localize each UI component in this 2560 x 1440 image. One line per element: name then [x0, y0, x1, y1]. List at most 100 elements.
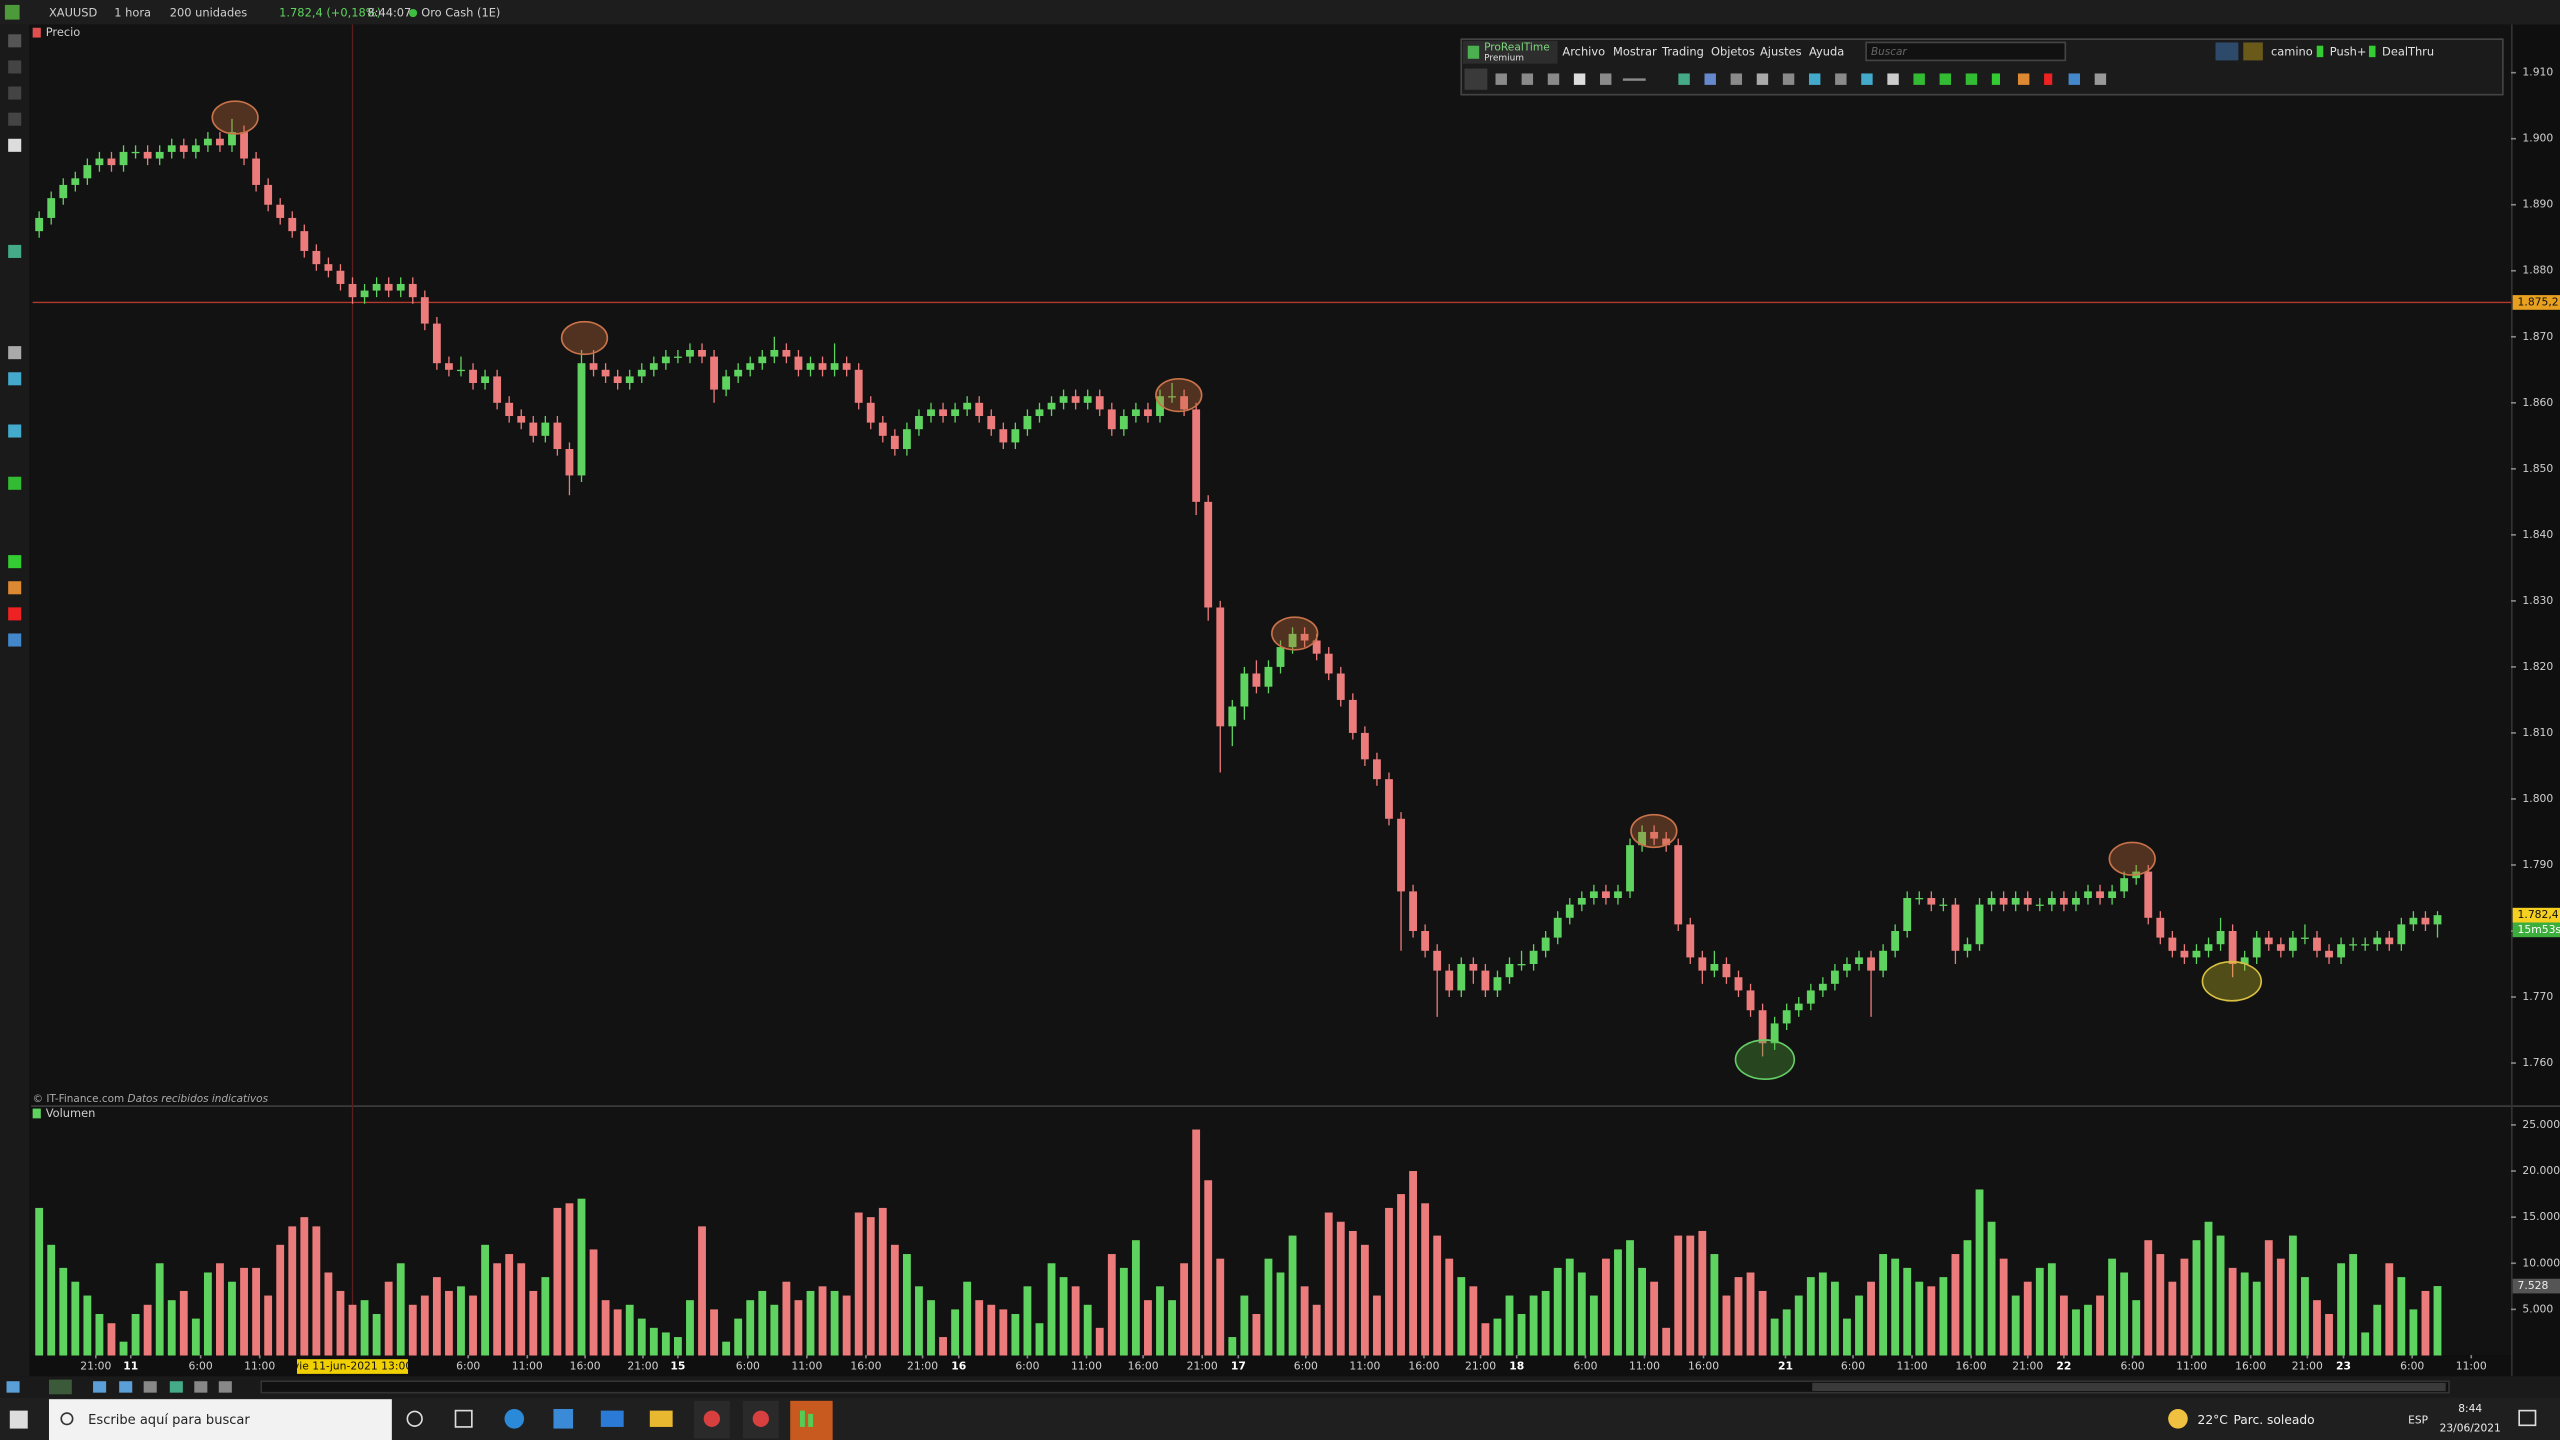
candle-body [264, 184, 273, 205]
button[interactable] [48, 1379, 72, 1395]
tool-button[interactable] [1965, 73, 1978, 85]
push-button[interactable]: Push+ [2330, 45, 2367, 59]
tool-button[interactable] [2017, 73, 2030, 85]
tool-button[interactable] [1622, 78, 1646, 81]
candle-body [191, 145, 200, 152]
button[interactable] [218, 1381, 232, 1393]
tool[interactable] [8, 138, 22, 152]
tool-button[interactable] [2094, 73, 2107, 85]
tool-button[interactable] [2044, 73, 2053, 85]
tool[interactable] [8, 60, 22, 74]
volume-bar [661, 1332, 670, 1356]
tool-button[interactable] [2068, 73, 2080, 85]
taskbar-search[interactable] [48, 1399, 392, 1440]
tool[interactable] [8, 112, 22, 126]
notifications[interactable] [2518, 1409, 2537, 1427]
ellipse-annotation[interactable] [1630, 813, 1678, 849]
button[interactable] [93, 1381, 107, 1393]
button[interactable] [169, 1381, 183, 1393]
tool-button[interactable] [1861, 73, 1873, 85]
button[interactable] [2243, 42, 2263, 61]
tool-button[interactable] [1547, 73, 1560, 85]
tool[interactable] [8, 34, 22, 48]
y-tick-label: 1.770 [2522, 990, 2553, 1003]
tool[interactable] [8, 633, 22, 647]
app[interactable] [504, 1408, 525, 1429]
language[interactable]: ESP [2408, 1413, 2428, 1426]
timeframe[interactable]: 1 hora [114, 6, 151, 20]
app[interactable] [553, 1408, 574, 1429]
symbol[interactable]: XAUUSD [49, 6, 98, 20]
start-button[interactable] [9, 1410, 28, 1429]
volume-bar [2156, 1254, 2165, 1356]
taskbar-date[interactable]: 23/06/2021 [2440, 1422, 2501, 1435]
tool-button[interactable] [1991, 73, 2000, 85]
button[interactable] [143, 1381, 157, 1393]
button[interactable] [6, 1381, 20, 1393]
ellipse-annotation[interactable] [1155, 377, 1203, 413]
menu-item[interactable]: Mostrar [1613, 45, 1657, 59]
tool-button[interactable] [1464, 68, 1488, 90]
menu-item[interactable]: Ayuda [1809, 45, 1844, 59]
scrollbar[interactable] [260, 1380, 2450, 1394]
units[interactable]: 200 unidades [170, 6, 248, 20]
tool-button[interactable] [1730, 73, 1743, 85]
ellipse-annotation[interactable] [1271, 616, 1319, 651]
menu-item[interactable]: Archivo [1562, 45, 1605, 59]
weather-icon [2168, 1408, 2188, 1429]
tool-button[interactable] [1600, 73, 1612, 85]
workspace[interactable]: camino [2271, 45, 2313, 59]
candle-body [553, 422, 562, 450]
tool-button[interactable] [1913, 73, 1925, 85]
menu-item[interactable]: Trading [1661, 45, 1704, 59]
tool-button[interactable] [1808, 73, 1821, 85]
tool-button[interactable] [1521, 73, 1534, 85]
tool-button[interactable] [1573, 73, 1586, 85]
app[interactable] [406, 1410, 423, 1427]
button[interactable] [2215, 42, 2239, 61]
app[interactable] [649, 1410, 673, 1427]
menu-item[interactable]: Ajustes [1760, 45, 1802, 59]
search-box[interactable] [1865, 41, 2067, 62]
app[interactable] [600, 1410, 624, 1427]
ellipse-annotation[interactable] [2108, 841, 2156, 876]
tool-button[interactable] [1756, 73, 1769, 85]
tool-button[interactable] [1939, 73, 1952, 85]
tool[interactable] [8, 86, 22, 100]
volume-bar [854, 1212, 863, 1356]
tool-button[interactable] [1495, 73, 1507, 85]
tool[interactable] [8, 581, 22, 595]
menu-item[interactable]: Objetos [1711, 45, 1755, 59]
weather-text[interactable]: Parc. soleado [2233, 1413, 2314, 1427]
tool-button[interactable] [1678, 73, 1690, 85]
ellipse-annotation[interactable] [211, 100, 259, 135]
ellipse-annotation[interactable] [560, 320, 609, 356]
tool-button[interactable] [1782, 73, 1795, 85]
tool[interactable] [8, 372, 22, 386]
button[interactable] [119, 1381, 133, 1393]
ellipse-annotation[interactable] [1734, 1039, 1796, 1080]
volume-bar [2433, 1286, 2442, 1356]
tool[interactable] [8, 555, 22, 569]
weather-temp[interactable]: 22°C [2198, 1413, 2228, 1427]
tool[interactable] [8, 346, 22, 360]
taskbar-time[interactable]: 8:44 [2458, 1402, 2482, 1415]
tool[interactable] [8, 476, 22, 490]
candle-body [758, 356, 767, 364]
volume-bar [493, 1263, 502, 1356]
button[interactable] [194, 1381, 208, 1393]
candle-body [1131, 409, 1140, 417]
tool[interactable] [8, 244, 22, 258]
tool[interactable] [8, 424, 22, 438]
candle-body [288, 217, 297, 232]
volume-bar [71, 1281, 80, 1356]
scroll-thumb[interactable] [1812, 1382, 2446, 1392]
tool[interactable] [8, 607, 22, 621]
dealthru-button[interactable]: DealThru [2382, 45, 2434, 59]
tool-button[interactable] [1835, 73, 1847, 85]
tool-button[interactable] [1887, 73, 1899, 85]
tool-button[interactable] [1704, 73, 1716, 85]
app[interactable] [454, 1409, 473, 1428]
candle-body [1987, 897, 1996, 905]
ellipse-annotation[interactable] [2201, 960, 2263, 1002]
